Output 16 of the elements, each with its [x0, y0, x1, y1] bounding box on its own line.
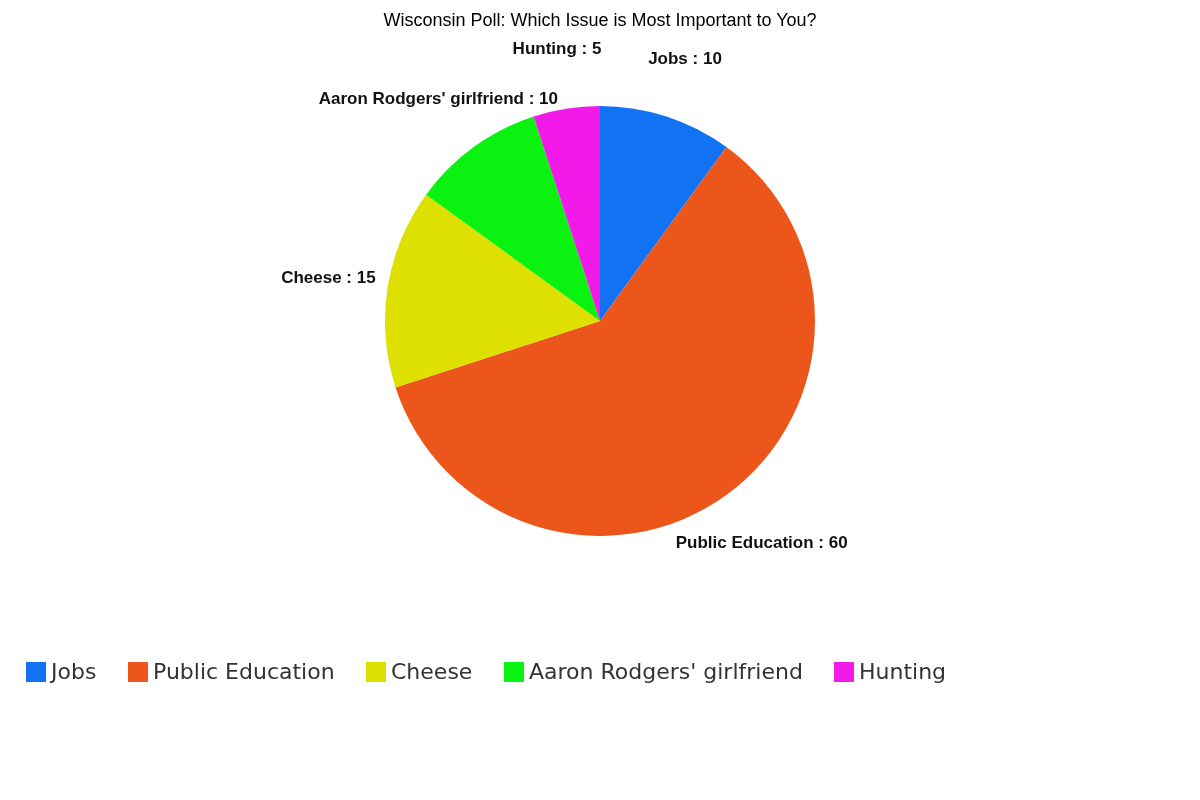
- data-label: Hunting : 5: [512, 39, 602, 59]
- pie-slice: [385, 194, 600, 388]
- data-label: Aaron Rodgers' girlfriend : 10: [318, 88, 558, 108]
- pie-slice: [600, 106, 727, 321]
- pie-slice: [533, 106, 600, 321]
- chart-title: Wisconsin Poll: Which Issue is Most Important to You?: [383, 10, 817, 31]
- legend-label: Public Education: [153, 659, 335, 684]
- pie-slice: [426, 116, 600, 321]
- data-label: Cheese : 15: [281, 267, 376, 287]
- legend-label: Hunting: [859, 659, 947, 684]
- legend-label: Aaron Rodgers' girlfriend: [529, 659, 803, 684]
- legend-label: Jobs: [49, 659, 97, 684]
- data-label: Jobs : 10: [648, 49, 722, 69]
- legend-label: Cheese: [391, 659, 473, 684]
- data-label: Public Education : 60: [675, 533, 848, 553]
- pie-slice: [395, 147, 815, 536]
